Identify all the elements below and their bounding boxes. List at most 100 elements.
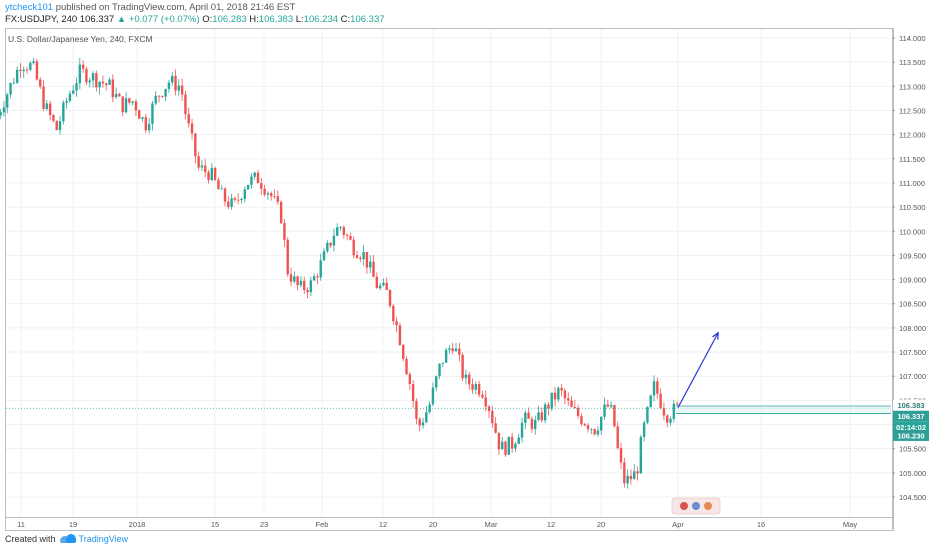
y-tick-label: 105.000 <box>899 469 926 478</box>
candle-body <box>378 285 382 289</box>
tradingview-logo[interactable]: TradingView <box>59 534 128 544</box>
x-tick-label: 11 <box>17 520 25 529</box>
candle-body <box>9 83 12 95</box>
candle-body <box>573 406 577 408</box>
candle-body <box>418 418 421 426</box>
candle-body <box>151 103 154 124</box>
candle-body <box>339 227 342 228</box>
candle-body <box>283 223 286 240</box>
candle-body <box>613 405 616 427</box>
candle-body <box>507 436 511 455</box>
candle-body <box>349 235 352 240</box>
candle-body <box>141 117 144 119</box>
candle-body <box>240 198 243 201</box>
candle-body <box>230 198 233 207</box>
candle-body <box>606 404 610 407</box>
candle-body <box>68 93 72 101</box>
low-label: L: <box>293 14 304 25</box>
candle-body <box>279 201 283 224</box>
candle-body <box>451 348 454 352</box>
candle-body <box>468 374 471 385</box>
candle-body <box>477 383 481 395</box>
candle-body <box>256 172 260 184</box>
candle-body <box>596 430 600 435</box>
candle-body <box>65 100 68 103</box>
candle-body <box>484 397 487 407</box>
x-tick-label: 2018 <box>129 520 146 529</box>
y-tick-label: 108.500 <box>899 300 926 309</box>
candle-body <box>672 403 676 419</box>
chart-header: ytcheck101 published on TradingView.com,… <box>5 2 385 26</box>
candle-body <box>603 404 606 417</box>
candle-body <box>309 280 313 293</box>
candle-body <box>494 423 497 433</box>
candle-body <box>45 103 49 109</box>
x-tick-label: Mar <box>485 520 498 529</box>
candle-body <box>669 418 672 423</box>
candle-body <box>619 448 623 463</box>
candle-body <box>557 387 560 400</box>
candle-body <box>547 404 550 409</box>
candle-body <box>161 96 164 97</box>
candle-body <box>194 133 197 157</box>
candle-body <box>527 412 530 419</box>
open-label: O: <box>199 14 213 25</box>
range-box <box>676 406 891 414</box>
candle-body <box>25 69 29 71</box>
candle-body <box>362 251 365 260</box>
candle-body <box>441 362 445 364</box>
candle-body <box>481 394 484 398</box>
candle-body <box>22 69 25 72</box>
candle-body <box>458 348 461 355</box>
candle-body <box>402 345 405 359</box>
candle-body <box>626 475 629 484</box>
x-tick-label: 23 <box>260 520 268 529</box>
candle-body <box>421 422 425 426</box>
candle-body <box>438 363 441 377</box>
candle-body <box>504 441 507 455</box>
candle-body <box>487 406 491 412</box>
candle-body <box>233 198 237 200</box>
candle-body <box>263 188 266 195</box>
author-link[interactable]: ytcheck101 <box>5 2 54 13</box>
candle-body <box>593 428 596 435</box>
y-tick-label: 113.500 <box>899 58 926 67</box>
candle-body <box>177 85 181 91</box>
candle-body <box>111 79 115 98</box>
candle-body <box>567 398 570 401</box>
y-tick-label: 112.000 <box>899 131 926 140</box>
candle-body <box>303 280 306 290</box>
countdown-label: 02:14:02 <box>896 423 926 432</box>
candle-body <box>204 165 207 173</box>
candle-body <box>392 305 395 322</box>
candle-body <box>448 348 451 350</box>
y-tick-label: 110.500 <box>899 203 926 212</box>
candle-body <box>12 82 16 84</box>
candle-body <box>75 83 78 91</box>
candle-body <box>220 188 223 190</box>
candle-body <box>372 261 375 277</box>
candle-body <box>154 95 157 104</box>
candle-body <box>223 188 227 202</box>
candle-body <box>190 123 194 134</box>
x-tick-label: 15 <box>211 520 219 529</box>
candle-body <box>636 471 639 474</box>
cloud-icon <box>59 534 76 544</box>
candle-body <box>187 114 190 124</box>
candle-body <box>237 199 240 201</box>
candle-body <box>474 383 478 390</box>
open-value: 106.283 <box>212 14 247 25</box>
price-axis-border <box>892 28 893 529</box>
candle-body <box>342 227 346 235</box>
change-value: ▲ +0.077 (+0.07%) <box>116 14 200 25</box>
candle-body <box>530 418 534 430</box>
candle-body <box>147 123 151 131</box>
candle-body <box>576 407 580 416</box>
candle-body <box>336 227 339 236</box>
candle-body <box>253 172 256 177</box>
candle-body <box>134 101 138 111</box>
candle-body <box>131 101 134 103</box>
candle-body <box>461 354 464 379</box>
candle-body <box>540 412 544 421</box>
